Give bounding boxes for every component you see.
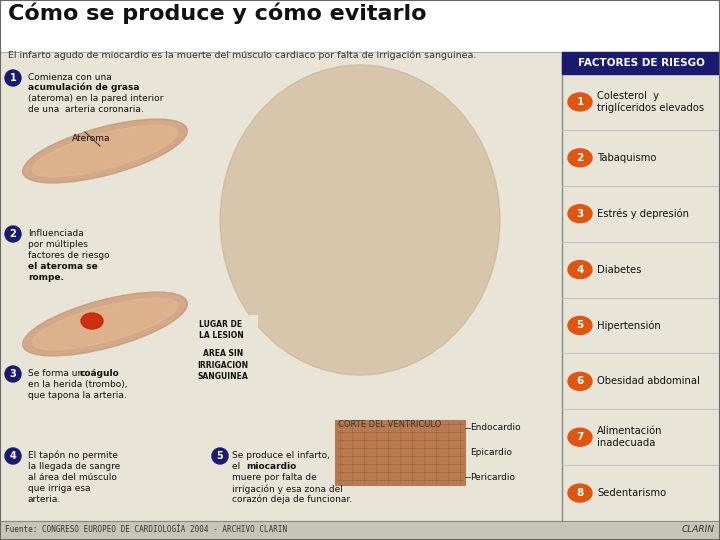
- Ellipse shape: [568, 149, 592, 167]
- Text: LUGAR DE
LA LESION: LUGAR DE LA LESION: [199, 320, 243, 340]
- Text: Influenciada: Influenciada: [28, 229, 84, 238]
- Text: Se produce el infarto,: Se produce el infarto,: [232, 451, 330, 460]
- Ellipse shape: [568, 205, 592, 222]
- Text: de una  arteria coronaria.: de una arteria coronaria.: [28, 105, 144, 114]
- Text: la llegada de sangre: la llegada de sangre: [28, 462, 120, 471]
- Bar: [185, 315, 257, 345]
- Text: corazón deja de funcionar.: corazón deja de funcionar.: [232, 495, 352, 504]
- Text: 4: 4: [576, 265, 584, 274]
- Circle shape: [5, 226, 21, 242]
- Circle shape: [5, 366, 21, 382]
- Text: 7: 7: [576, 432, 584, 442]
- Ellipse shape: [32, 125, 178, 177]
- Ellipse shape: [32, 298, 178, 350]
- Text: muere por falta de: muere por falta de: [232, 473, 317, 482]
- Text: 8: 8: [577, 488, 584, 498]
- Text: FACTORES DE RIESGO: FACTORES DE RIESGO: [577, 58, 704, 68]
- Text: Cómo se produce y cómo evitarlo: Cómo se produce y cómo evitarlo: [8, 3, 426, 24]
- Text: Ateroma: Ateroma: [72, 134, 110, 143]
- Text: que irriga esa: que irriga esa: [28, 484, 91, 493]
- Circle shape: [5, 448, 21, 464]
- Text: 1: 1: [9, 73, 17, 83]
- Text: Hipertensión: Hipertensión: [597, 320, 661, 330]
- Text: Alimentación
inadecuada: Alimentación inadecuada: [597, 426, 662, 448]
- Bar: [1, 1, 719, 52]
- Bar: [562, 52, 720, 74]
- Text: 2: 2: [577, 153, 584, 163]
- Text: Sedentarismo: Sedentarismo: [597, 488, 666, 498]
- Text: el: el: [232, 462, 243, 471]
- Text: Tabaquismo: Tabaquismo: [597, 153, 657, 163]
- Ellipse shape: [568, 428, 592, 446]
- Text: Fuente: CONGRESO EUROPEO DE CARDIOLOGÍA 2004 - ARCHIVO CLARIN: Fuente: CONGRESO EUROPEO DE CARDIOLOGÍA …: [5, 525, 287, 535]
- Bar: [1, 521, 719, 539]
- Circle shape: [212, 448, 228, 464]
- Text: el ateroma se: el ateroma se: [28, 262, 98, 271]
- Text: 3: 3: [577, 208, 584, 219]
- Text: 5: 5: [577, 320, 584, 330]
- Text: factores de riesgo: factores de riesgo: [28, 251, 109, 260]
- Bar: [562, 52, 720, 521]
- Text: por múltiples: por múltiples: [28, 240, 88, 249]
- Ellipse shape: [568, 261, 592, 279]
- Bar: [185, 348, 261, 382]
- Text: Diabetes: Diabetes: [597, 265, 642, 274]
- Text: Epicardio: Epicardio: [470, 448, 512, 457]
- Ellipse shape: [81, 313, 103, 329]
- Text: acumulación de grasa: acumulación de grasa: [28, 83, 140, 92]
- Text: El tapón no permite: El tapón no permite: [28, 451, 118, 461]
- Text: rompe.: rompe.: [28, 273, 64, 282]
- Text: CLARIN: CLARIN: [682, 525, 715, 535]
- Text: El infarto agudo de miocardio es la muerte del músculo cardiaco por falta de irr: El infarto agudo de miocardio es la muer…: [8, 50, 477, 59]
- Text: en la herida (trombo),: en la herida (trombo),: [28, 380, 127, 389]
- Text: 1: 1: [577, 97, 584, 107]
- Text: irrigación y esa zona del: irrigación y esa zona del: [232, 484, 343, 494]
- Text: arteria.: arteria.: [28, 495, 61, 504]
- Text: al área del músculo: al área del músculo: [28, 473, 117, 482]
- Text: Se forma un: Se forma un: [28, 369, 86, 378]
- Text: 5: 5: [217, 451, 223, 461]
- Text: Comienza con una: Comienza con una: [28, 73, 112, 82]
- Ellipse shape: [568, 93, 592, 111]
- Text: Endocardio: Endocardio: [470, 423, 521, 433]
- Ellipse shape: [220, 65, 500, 375]
- Text: 2: 2: [9, 229, 17, 239]
- Text: Pericardio: Pericardio: [470, 472, 515, 482]
- Ellipse shape: [568, 316, 592, 334]
- Ellipse shape: [22, 119, 187, 183]
- Bar: [335, 420, 465, 485]
- Text: (ateroma) en la pared interior: (ateroma) en la pared interior: [28, 94, 163, 103]
- Ellipse shape: [568, 484, 592, 502]
- Text: Obesidad abdominal: Obesidad abdominal: [597, 376, 700, 386]
- Circle shape: [5, 70, 21, 86]
- Text: AREA SIN
IRRIGACION
SANGUINEA: AREA SIN IRRIGACION SANGUINEA: [197, 349, 248, 381]
- Text: 4: 4: [9, 451, 17, 461]
- Text: Colesterol  y
triglíceridos elevados: Colesterol y triglíceridos elevados: [597, 91, 704, 113]
- Text: que tapona la arteria.: que tapona la arteria.: [28, 391, 127, 400]
- Text: 6: 6: [577, 376, 584, 386]
- Text: Estrés y depresión: Estrés y depresión: [597, 208, 689, 219]
- Text: coágulo: coágulo: [80, 369, 120, 378]
- Ellipse shape: [568, 372, 592, 390]
- Text: miocardio: miocardio: [246, 462, 296, 471]
- Text: CORTE DEL VENTRICULO: CORTE DEL VENTRICULO: [338, 420, 441, 429]
- Ellipse shape: [22, 292, 187, 356]
- Text: 3: 3: [9, 369, 17, 379]
